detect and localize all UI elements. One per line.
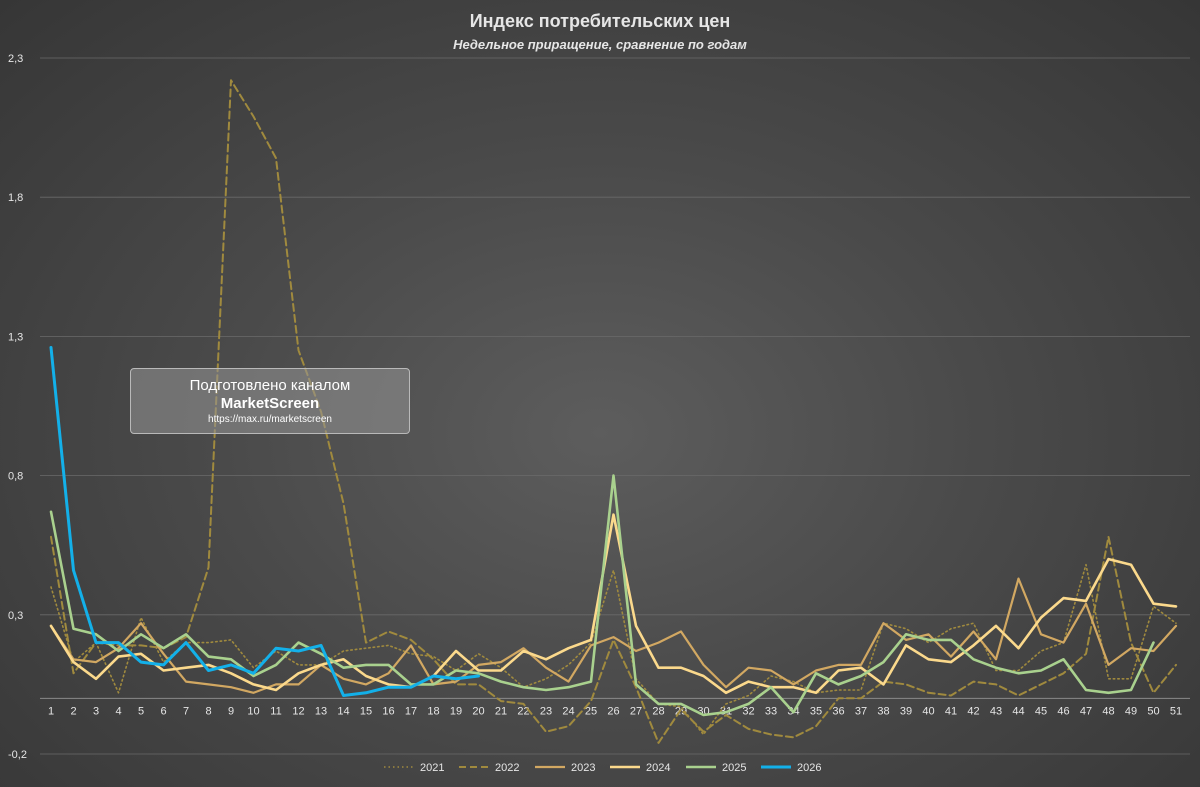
x-tick-label: 26 (607, 705, 619, 717)
x-tick-label: 44 (1012, 705, 1024, 717)
y-tick-label: 0,8 (8, 471, 23, 483)
x-tick-label: 16 (382, 705, 394, 717)
x-tick-label: 4 (115, 705, 121, 717)
x-tick-label: 37 (855, 705, 867, 717)
x-tick-label: 25 (585, 705, 597, 717)
series-line-2021 (50, 563, 1177, 736)
x-tick-label: 49 (1125, 705, 1137, 717)
x-tick-label: 32 (742, 705, 754, 717)
x-tick-label: 27 (630, 705, 642, 717)
x-tick-label: 39 (900, 705, 912, 717)
series-line-2026 (49, 346, 480, 697)
x-tick-label: 10 (247, 705, 259, 717)
series-line-2025 (49, 474, 1155, 717)
x-tick-label: 21 (495, 705, 507, 717)
legend-label-2023: 2023 (571, 762, 595, 774)
x-tick-label: 35 (810, 705, 822, 717)
x-tick-label: 8 (205, 705, 211, 717)
legend-label-2026: 2026 (797, 762, 821, 774)
x-axis: 1 2 3 4 5 6 7 8 9 10 11 12 13 14 15 16 17 18 19 20 21 22 23 24 2… (40, 697, 1190, 717)
x-tick-label: 14 (337, 705, 349, 717)
watermark-channel-name: MarketScreen (220, 395, 320, 412)
watermark-box: Подготовлено каналом MarketScreen https:… (130, 368, 410, 434)
legend-label-2025: 2025 (722, 762, 746, 774)
x-tick-label: 24 (562, 705, 574, 717)
legend: 2021 2022 2023 2024 2025 2026 (384, 762, 821, 774)
x-tick-label: 36 (832, 705, 844, 717)
x-tick-label: 11 (270, 705, 281, 717)
x-tick-label: 19 (450, 705, 462, 717)
x-tick-label: 28 (652, 705, 664, 717)
legend-label-2021: 2021 (420, 762, 444, 774)
chart-subtitle: Недельное приращение, сравнение по годам (453, 37, 747, 52)
series-line-2023 (49, 577, 1178, 694)
y-tick-label: -0,2 (8, 749, 27, 761)
legend-label-2024: 2024 (646, 762, 670, 774)
y-tick-label: 0,3 (8, 610, 23, 622)
x-tick-label: 12 (292, 705, 304, 717)
x-tick-label: 45 (1035, 705, 1047, 717)
x-tick-label: 17 (405, 705, 417, 717)
x-tick-label: 3 (93, 705, 99, 717)
chart-title: Индекс потребительских цен (470, 11, 731, 31)
x-tick-label: 41 (945, 705, 957, 717)
series-line-2024 (49, 513, 1178, 695)
x-tick-label: 22 (517, 705, 529, 717)
watermark-url: https://max.ru/marketscreen (208, 414, 332, 425)
x-tick-label: 15 (360, 705, 372, 717)
x-tick-label: 20 (472, 705, 484, 717)
y-axis-ticks: -0,2 0,3 0,8 1,3 1,8 2,3 (8, 53, 27, 761)
x-tick-label: 9 (228, 705, 234, 717)
x-tick-label: 51 (1170, 705, 1182, 717)
watermark-line1: Подготовлено каналом (189, 377, 351, 394)
gridlines (40, 57, 1190, 755)
y-tick-label: 1,3 (8, 331, 23, 343)
y-tick-label: 1,8 (8, 192, 23, 204)
x-tick-label: 7 (183, 705, 189, 717)
x-tick-label: 38 (877, 705, 889, 717)
x-tick-label: 18 (427, 705, 439, 717)
x-tick-label: 47 (1080, 705, 1092, 717)
x-tick-label: 33 (765, 705, 777, 717)
x-tick-label: 48 (1102, 705, 1114, 717)
x-tick-label: 1 (48, 705, 54, 717)
series-line-2022 (50, 79, 1177, 744)
x-tick-label: 6 (160, 705, 166, 717)
x-tick-label: 42 (967, 705, 979, 717)
x-tick-label: 46 (1057, 705, 1069, 717)
x-tick-label: 43 (990, 705, 1002, 717)
x-tick-label: 23 (540, 705, 552, 717)
x-tick-label: 13 (315, 705, 327, 717)
legend-label-2022: 2022 (495, 762, 519, 774)
x-tick-label: 40 (922, 705, 934, 717)
series-lines (49, 79, 1178, 744)
x-tick-label: 5 (138, 705, 144, 717)
x-tick-label: 2 (70, 705, 76, 717)
y-tick-label: 2,3 (8, 53, 23, 65)
x-tick-label: 50 (1147, 705, 1159, 717)
